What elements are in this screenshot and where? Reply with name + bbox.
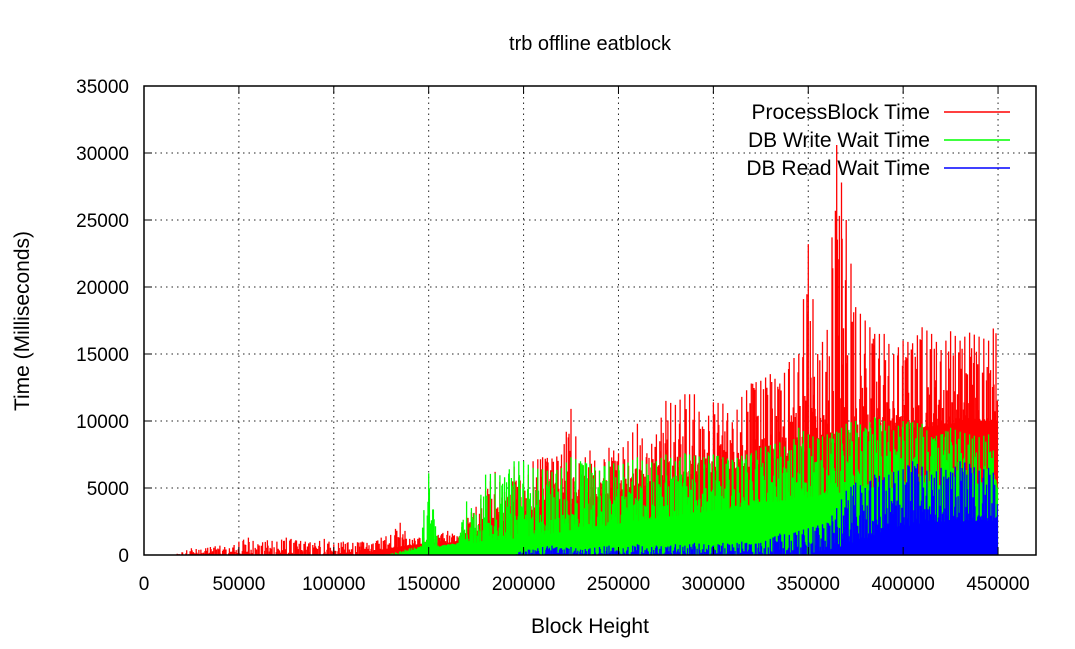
x-tick-label: 450000 [966,574,1029,595]
y-tick-label: 5000 [87,479,129,500]
y-tick-labels: 0 5000 10000 15000 20000 25000 30000 35000 [76,77,1036,567]
x-tick-label: 300000 [682,574,745,595]
x-tick-label: 400000 [871,574,934,595]
plot-series [144,145,999,555]
y-axis-label: Time (Milliseconds) [11,231,34,411]
series-base-band [144,521,998,555]
legend-label: DB Read Wait Time [746,157,930,180]
y-tick-label: 0 [118,546,129,567]
y-tick-label: 15000 [76,345,129,366]
legend-label: DB Write Wait Time [748,129,930,152]
plot-frame [143,85,1037,556]
y-tick-label: 35000 [76,77,129,98]
x-tick-label: 200000 [492,574,555,595]
x-tick-label: 100000 [302,574,365,595]
y-tick-label: 10000 [76,412,129,433]
x-tick-label: 150000 [397,574,460,595]
x-tick-label: 0 [139,574,150,595]
x-tick-label: 50000 [212,574,265,595]
x-axis-label: Block Height [531,615,649,638]
legend: ProcessBlock Time DB Write Wait Time DB Re… [746,101,1010,180]
y-tick-label: 30000 [76,144,129,165]
x-tick-label: 250000 [587,574,650,595]
x-tick-labels: 0 50000 100000 150000 200000 250000 300000 3500… [139,86,1030,595]
legend-label: ProcessBlock Time [751,101,930,124]
y-tick-label: 25000 [76,211,129,232]
chart-title: trb offline eatblock [509,33,672,55]
x-tick-label: 350000 [777,574,840,595]
y-tick-label: 20000 [76,278,129,299]
